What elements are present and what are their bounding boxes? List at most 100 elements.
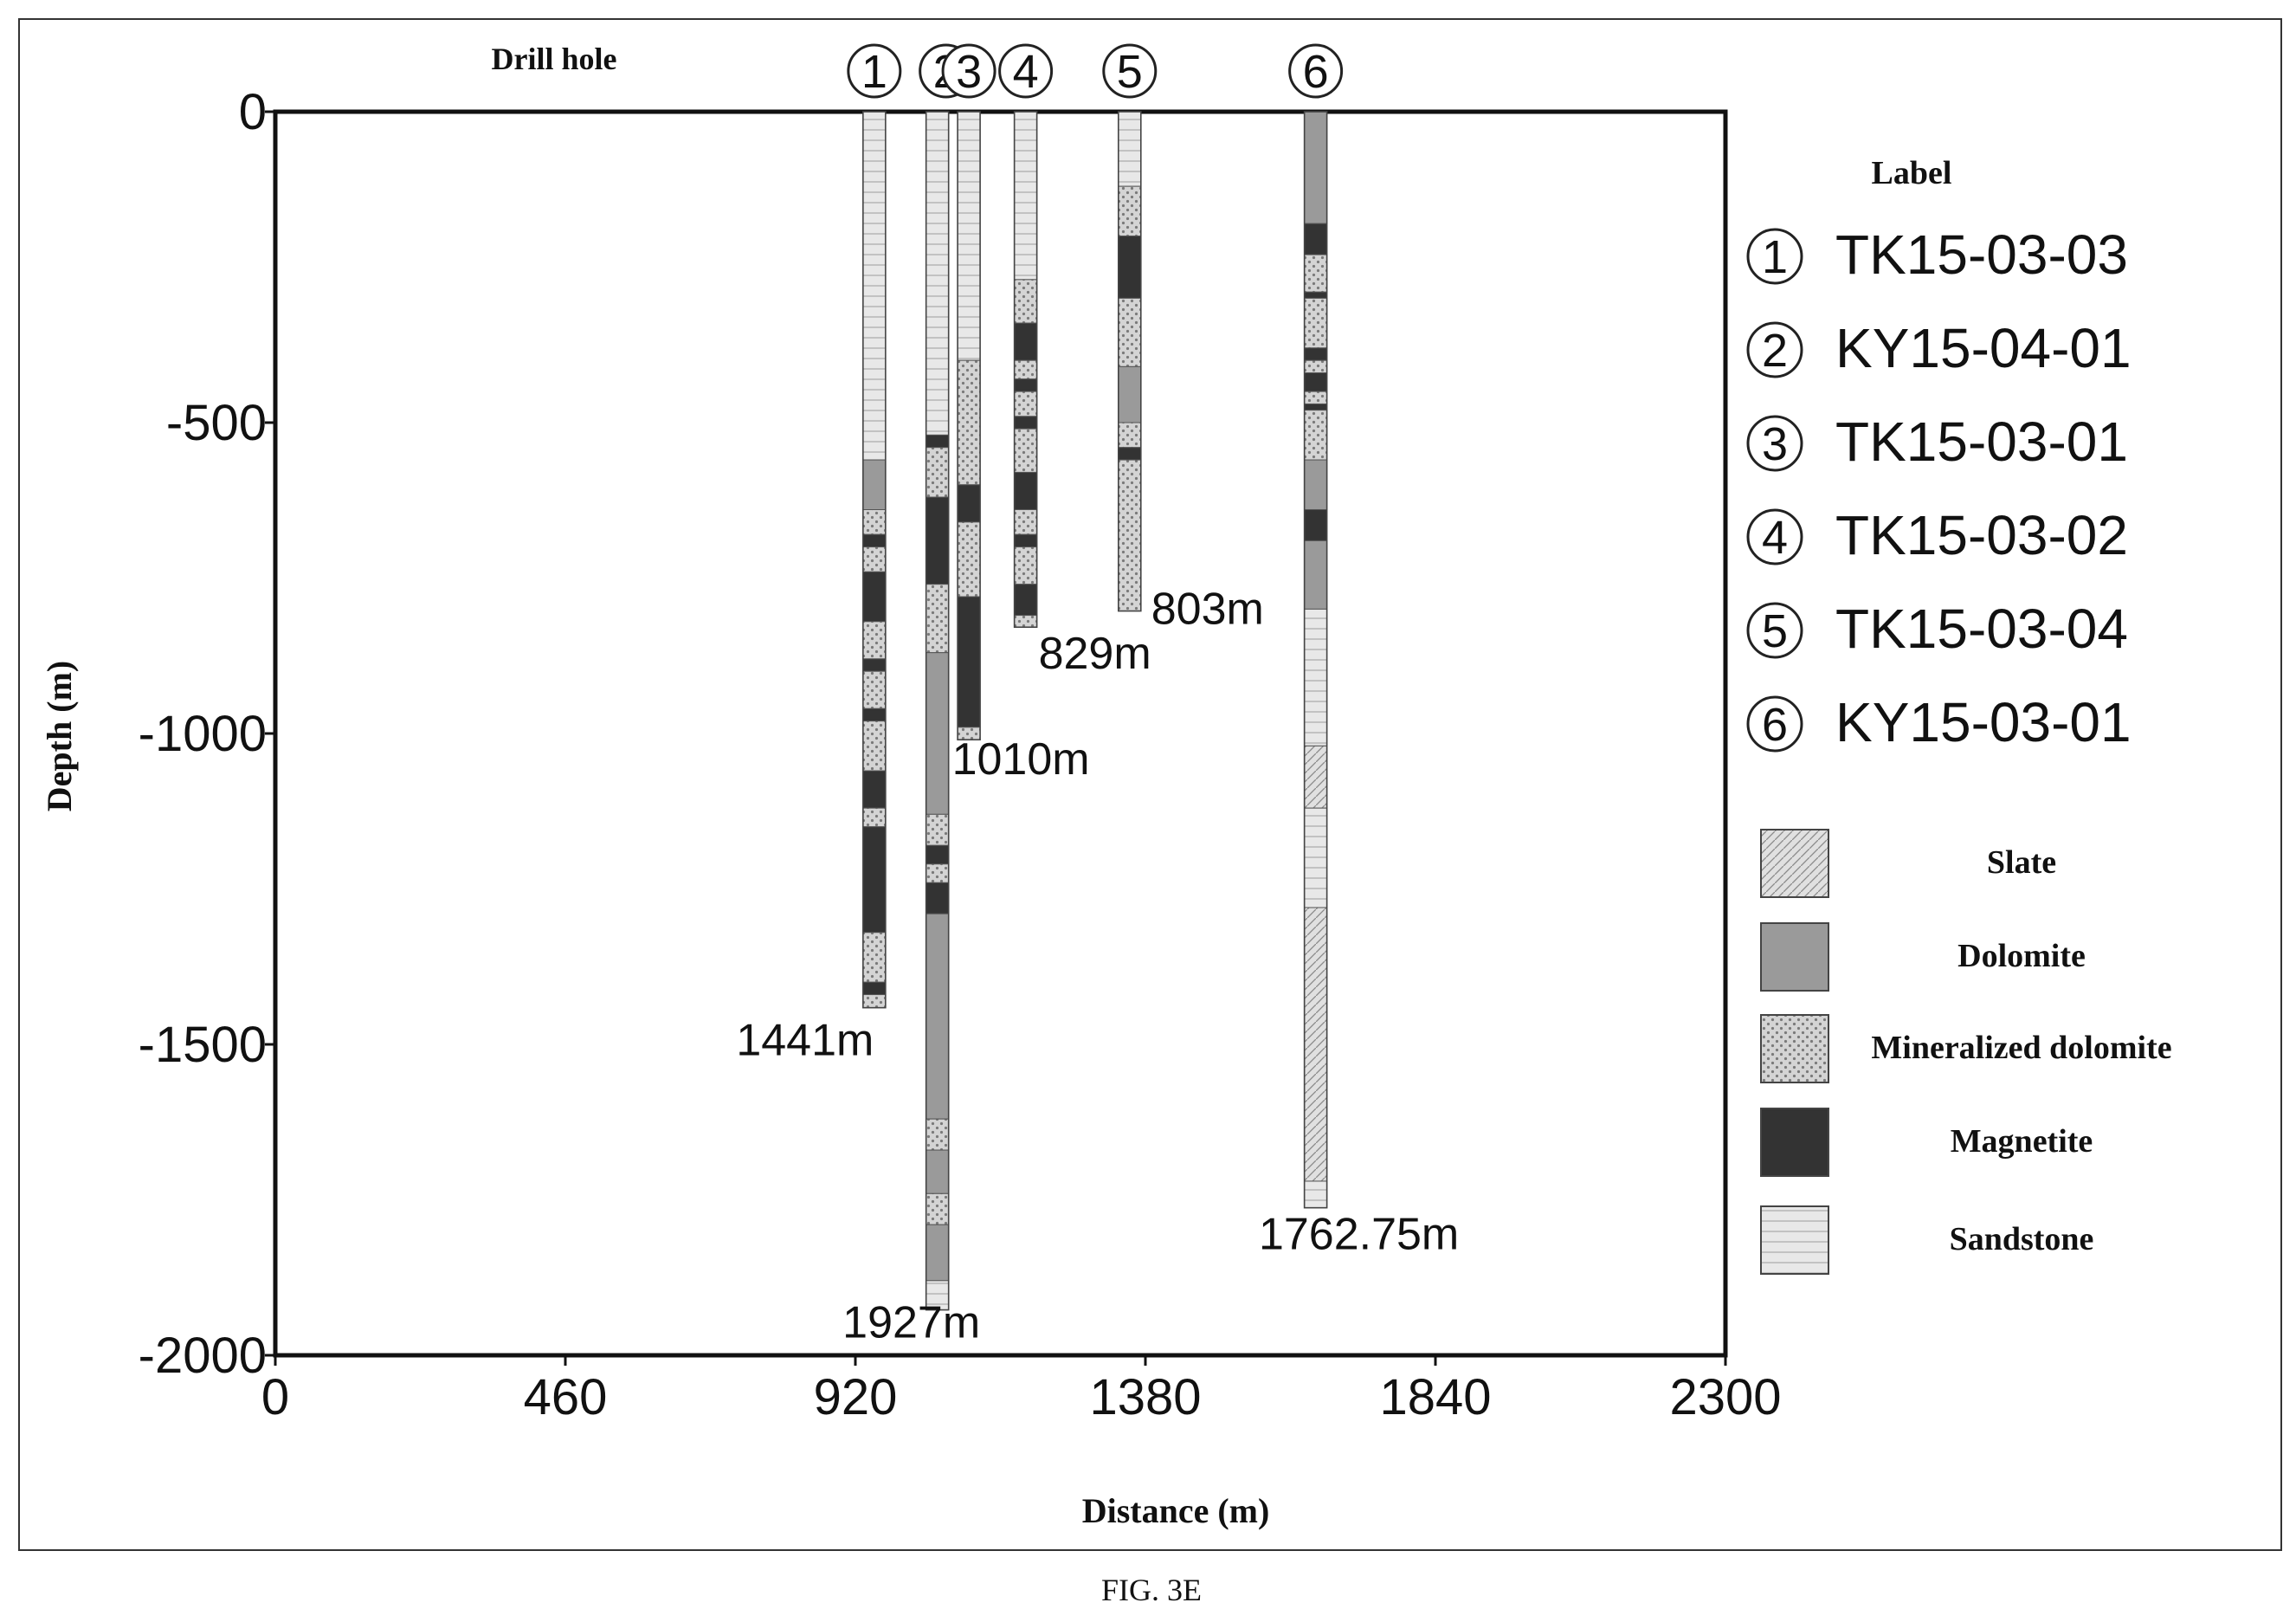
segment-mineralized [1304, 391, 1328, 404]
segment-sandstone [1014, 111, 1038, 281]
segment-magnetite [925, 496, 950, 585]
segment-magnetite [1014, 416, 1038, 430]
column-outline [957, 111, 981, 740]
legend-marker-circle [1746, 602, 1803, 659]
segment-magnetite [862, 826, 887, 934]
legend-hole-name: KY15-03-01 [1835, 691, 2132, 753]
marker-number: 5 [1117, 46, 1143, 98]
x-tick-label: 2300 [1669, 1369, 1781, 1425]
segment-mineralized [1118, 459, 1142, 612]
segment-sandstone [1304, 807, 1328, 908]
segment-mineralized [925, 863, 950, 883]
segment-mineralized [1304, 359, 1328, 374]
segment-magnetite [862, 533, 887, 548]
segment-magnetite [862, 770, 887, 809]
y-tick-label: -2000 [139, 1328, 267, 1384]
segment-sandstone [1118, 111, 1142, 187]
marker-6: 6 [1288, 43, 1344, 99]
segment-mineralized [862, 621, 887, 660]
marker-5: 5 [1102, 43, 1158, 99]
segment-magnetite [925, 434, 950, 449]
x-tick-label: 460 [524, 1369, 608, 1425]
legend-label-dolomite: Dolomite [1957, 938, 2086, 974]
segment-slate [1304, 907, 1328, 1182]
segment-magnetite [957, 484, 981, 523]
segment-mineralized [1014, 509, 1038, 535]
lithology-legend: Slate Dolomite Mineralized dolomite Magneti… [1760, 829, 2172, 1275]
segment-mineralized [1118, 422, 1142, 449]
legend-label-magnetite: Magnetite [1951, 1123, 2093, 1160]
depth-label: 1927m [842, 1298, 980, 1348]
legend-swatch-sandstone [1760, 1205, 1829, 1275]
segment-magnetite [1304, 509, 1328, 541]
legend-swatch-magnetite [1760, 1108, 1829, 1177]
depth-label: 1762.75m [1259, 1210, 1459, 1260]
legend-marker-number: 5 [1762, 605, 1788, 657]
drill-hole-header: Drill hole [492, 42, 617, 76]
segment-mineralized [1014, 428, 1038, 473]
segment-magnetite [1304, 372, 1328, 392]
x-axis-title: Distance (m) [1082, 1491, 1270, 1530]
drill-hole-6: 1762.75m [1259, 111, 1459, 1260]
legend-hole-1: 1 TK15-03-03 [1746, 223, 2128, 286]
legend-hole-name: TK15-03-02 [1835, 504, 2128, 566]
segment-magnetite [1014, 322, 1038, 361]
segment-mineralized [862, 807, 887, 828]
segment-dolomite [1304, 540, 1328, 610]
segment-magnetite [1014, 584, 1038, 617]
segment-mineralized [862, 670, 887, 709]
drill-hole-4: 829m [1013, 111, 1151, 679]
marker-circle [941, 43, 996, 99]
legend-swatch-dolomite [1760, 922, 1829, 992]
drill-hole-1: 1441m [736, 111, 887, 1066]
legend-hole-name: TK15-03-04 [1835, 598, 2128, 660]
segment-magnetite [1118, 236, 1142, 299]
legend-marker-number: 6 [1762, 699, 1788, 751]
segment-sandstone [1304, 1180, 1328, 1209]
segment-magnetite [1118, 447, 1142, 461]
figure-frame [18, 18, 2282, 1551]
legend-hole-4: 4 TK15-03-02 [1746, 504, 2128, 566]
drill-hole-markers: 123456 [847, 43, 1344, 99]
segment-mineralized [862, 509, 887, 535]
legend-marker-circle [1746, 695, 1803, 753]
segment-mineralized [957, 359, 981, 486]
legend-marker-number: 3 [1762, 418, 1788, 470]
segment-mineralized [1304, 254, 1328, 293]
segment-mineralized [925, 447, 950, 498]
marker-circle [1288, 43, 1344, 99]
legend-hole-5: 5 TK15-03-04 [1746, 598, 2128, 660]
legend-hole-name: TK15-03-01 [1835, 410, 2128, 473]
marker-1: 1 [847, 43, 902, 99]
x-tick-label: 0 [261, 1369, 289, 1425]
column-outline [925, 111, 950, 1311]
segment-magnetite [862, 708, 887, 722]
segment-mineralized [925, 1192, 950, 1225]
column-outline [1303, 111, 1328, 1209]
segment-magnetite [1304, 223, 1328, 255]
segment-dolomite [925, 652, 950, 815]
marker-4: 4 [998, 43, 1054, 99]
x-tick-label: 1840 [1379, 1369, 1491, 1425]
segment-dolomite [1304, 459, 1328, 511]
depth-label: 1010m [952, 734, 1090, 785]
segment-mineralized [1014, 359, 1038, 380]
segment-mineralized [925, 813, 950, 846]
marker-circle [847, 43, 902, 99]
marker-number: 4 [1013, 46, 1039, 98]
marker-3: 3 [941, 43, 996, 99]
column-outline [1117, 111, 1142, 612]
legend-title: Label [1872, 155, 1952, 191]
legend-item-slate: Slate [1760, 829, 2056, 898]
marker-number: 6 [1303, 46, 1329, 98]
segment-magnetite [1014, 378, 1038, 392]
y-axis-title: Depth (m) [40, 661, 79, 811]
legend-label-mineralized: Mineralized dolomite [1871, 1030, 2171, 1066]
legend-swatch-slate [1760, 829, 1829, 898]
segment-mineralized [925, 584, 950, 654]
segment-dolomite [862, 459, 887, 511]
x-axis-ticks: 0 460 920 1380 1840 2300 [261, 1355, 1782, 1425]
legend-hole-name: TK15-03-03 [1835, 223, 2128, 286]
